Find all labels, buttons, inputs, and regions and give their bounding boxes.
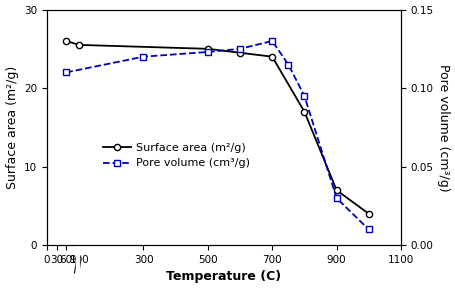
Surface area (m²/g): [301, 110, 307, 113]
Pore volume (cm³/g): [63, 71, 69, 74]
Pore volume (cm³/g): [365, 228, 371, 231]
Y-axis label: Pore volume (cm³/g): Pore volume (cm³/g): [436, 64, 450, 191]
Surface area (m²/g): [237, 51, 242, 55]
Legend: Surface area (m²/g), Pore volume (cm³/g): Surface area (m²/g), Pore volume (cm³/g): [98, 138, 254, 173]
Pore volume (cm³/g): [237, 47, 242, 51]
Line: Surface area (m²/g): Surface area (m²/g): [63, 38, 371, 217]
Surface area (m²/g): [333, 188, 339, 192]
Surface area (m²/g): [269, 55, 274, 58]
Line: Pore volume (cm³/g): Pore volume (cm³/g): [63, 38, 371, 233]
Surface area (m²/g): [76, 43, 82, 47]
X-axis label: Temperature (C): Temperature (C): [166, 271, 281, 284]
Pore volume (cm³/g): [301, 94, 307, 98]
Pore volume (cm³/g): [205, 50, 210, 54]
Surface area (m²/g): [63, 39, 69, 43]
Pore volume (cm³/g): [333, 196, 339, 200]
Bar: [76, 245, 79, 273]
Pore volume (cm³/g): [269, 39, 274, 43]
Pore volume (cm³/g): [141, 55, 146, 58]
Y-axis label: Surface area (m²/g): Surface area (m²/g): [5, 66, 19, 189]
Surface area (m²/g): [365, 212, 371, 216]
Pore volume (cm³/g): [285, 63, 290, 66]
Surface area (m²/g): [205, 47, 210, 51]
